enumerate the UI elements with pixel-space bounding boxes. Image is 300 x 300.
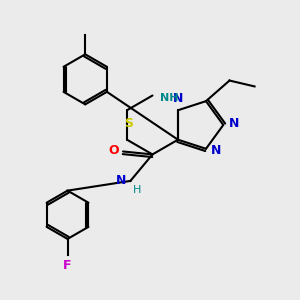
Text: N: N	[229, 117, 239, 130]
Text: H: H	[133, 185, 141, 195]
Text: N: N	[211, 144, 222, 157]
Text: S: S	[124, 117, 133, 130]
Text: N: N	[116, 173, 126, 187]
Text: O: O	[108, 144, 119, 158]
Text: NH: NH	[160, 93, 178, 103]
Text: F: F	[63, 259, 72, 272]
Text: N: N	[173, 92, 183, 105]
